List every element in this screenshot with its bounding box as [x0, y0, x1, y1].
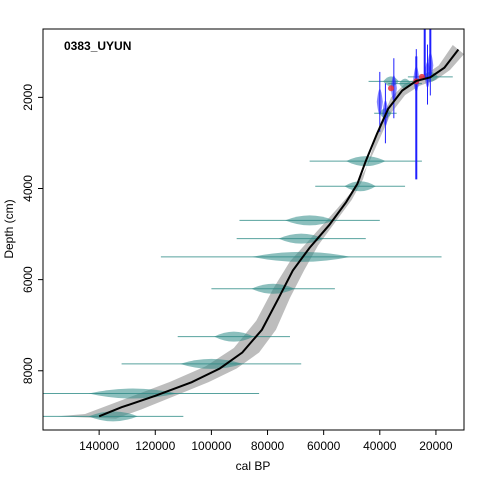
chart-title: 0383_UYUN [64, 39, 131, 53]
x-tick-label: 140000 [79, 439, 119, 453]
x-tick-label: 100000 [191, 439, 231, 453]
median-age-line [98, 48, 460, 418]
plot-frame [42, 28, 465, 431]
dated-sample [285, 215, 335, 226]
uncertainty-envelope [57, 44, 464, 419]
dated-sample [278, 233, 324, 244]
plot-area [43, 29, 464, 422]
x-tick-label: 60000 [307, 439, 341, 453]
x-tick-label: 40000 [363, 439, 397, 453]
x-tick-label: 120000 [135, 439, 175, 453]
y-tick-label: 8000 [21, 357, 35, 384]
outlier-sample [388, 85, 395, 92]
x-tick-label: 20000 [419, 439, 453, 453]
x-axis-label: cal BP [236, 459, 271, 473]
x-axis: 140000 120000 100000 80000 60000 40000 20000 [79, 430, 453, 453]
y-tick-label: 4000 [21, 175, 35, 202]
dated-sample [179, 358, 243, 369]
dated-sample [214, 331, 254, 342]
y-tick-label: 2000 [21, 84, 35, 111]
dated-sample [88, 411, 138, 422]
dated-sample [252, 251, 351, 262]
y-tick-label: 6000 [21, 266, 35, 293]
x-tick-label: 80000 [251, 439, 285, 453]
y-axis-label: Depth (cm) [2, 199, 16, 258]
dated-sample [344, 181, 376, 192]
y-axis: 2000 4000 6000 8000 [21, 84, 43, 384]
